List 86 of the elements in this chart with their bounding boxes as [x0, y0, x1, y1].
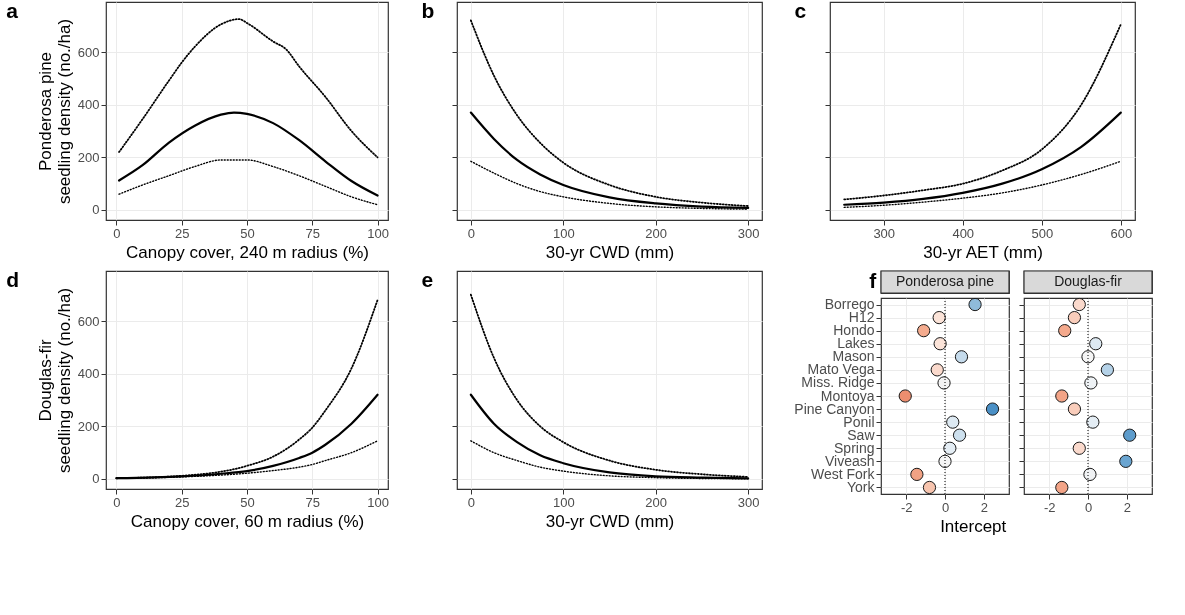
chart-title: b: [421, 0, 435, 22]
point: [954, 350, 969, 364]
x-axis-title: 30-yr CWD (mm): [545, 511, 675, 531]
y-tick-label: Borrego: [824, 296, 875, 313]
x-axis-title: Canopy cover, 60 m radius (%): [130, 511, 365, 531]
x-tick-label: 400: [952, 225, 975, 241]
point: [930, 363, 944, 377]
point: [910, 467, 924, 482]
point: [932, 310, 946, 325]
point: [952, 428, 967, 442]
x-tick-label: 50: [240, 494, 255, 510]
chart-subtitle: Ponderosa pine: [895, 273, 995, 289]
x-axis-title: Intercept: [940, 516, 1007, 536]
x-tick-label: 500: [1031, 225, 1054, 241]
x-tick-label: 0: [467, 225, 475, 241]
x-tick-label: 50: [240, 225, 255, 241]
x-tick-label: 200: [645, 494, 668, 510]
y-tick-label: 400: [77, 366, 100, 382]
x-tick-label: -2: [900, 499, 913, 515]
point: [1058, 324, 1072, 338]
chart-title: a: [6, 0, 19, 22]
point: [937, 376, 951, 390]
point: [1089, 337, 1103, 351]
y-tick-label: 400: [77, 97, 100, 113]
point: [1084, 376, 1098, 390]
point: [898, 389, 912, 403]
x-tick-label: 0: [1084, 499, 1093, 515]
x-tick-label: 600: [1110, 225, 1133, 241]
point: [1123, 428, 1137, 442]
chart-title: f: [869, 268, 878, 292]
line-series: [118, 159, 379, 206]
y-axis-title: Ponderosa pine seedling density (no./ha): [35, 18, 74, 205]
point: [968, 297, 982, 312]
x-tick-label: 25: [174, 494, 190, 510]
line-series: [117, 111, 379, 197]
point: [1100, 363, 1115, 377]
chart-subtitle: Douglas-fir: [1054, 273, 1123, 289]
x-tick-label: -2: [1043, 499, 1056, 515]
x-tick-label: 300: [873, 225, 896, 241]
line-series: [118, 18, 379, 159]
point: [1081, 350, 1095, 364]
chart-title: c: [794, 0, 807, 22]
point: [1067, 402, 1082, 416]
x-tick-label: 2: [1123, 499, 1131, 515]
point: [1067, 310, 1082, 325]
x-axis-title: 30-yr CWD (mm): [545, 242, 675, 262]
point: [943, 441, 957, 455]
x-tick-label: 0: [467, 494, 475, 510]
x-tick-label: 100: [552, 494, 575, 510]
point: [1086, 415, 1100, 429]
point: [1055, 389, 1069, 403]
point: [1083, 467, 1097, 482]
x-axis-title: Canopy cover, 240 m radius (%): [126, 242, 369, 262]
point: [922, 480, 937, 495]
y-tick-label: 0: [92, 202, 100, 218]
point: [985, 402, 1000, 416]
x-tick-label: 0: [941, 499, 950, 515]
x-tick-label: 300: [737, 494, 760, 510]
x-tick-label: 75: [305, 494, 321, 510]
x-tick-label: 2: [980, 499, 988, 515]
x-tick-label: 300: [737, 225, 760, 241]
y-tick-label: 0: [92, 471, 100, 487]
x-tick-label: 25: [174, 225, 190, 241]
point: [917, 324, 931, 338]
y-tick-label: Saw: [847, 426, 876, 443]
point: [1072, 441, 1086, 455]
y-tick-label: 600: [77, 44, 100, 60]
y-tick-label: 200: [77, 418, 100, 434]
point: [1119, 454, 1133, 468]
point: [1072, 297, 1086, 312]
y-tick-label: 200: [77, 149, 100, 165]
x-tick-label: 200: [645, 225, 668, 241]
y-axis-title: Douglas-fir seedling density (no./ha): [35, 287, 74, 474]
chart-title: d: [6, 268, 20, 291]
x-tick-label: 75: [305, 225, 321, 241]
x-tick-label: 0: [113, 494, 121, 510]
chart-title: e: [421, 268, 434, 291]
x-tick-label: 100: [367, 225, 389, 241]
y-tick-label: 600: [77, 313, 100, 329]
point: [933, 337, 947, 351]
x-axis-title: 30-yr AET (mm): [923, 242, 1043, 262]
point: [946, 415, 960, 429]
point: [1055, 480, 1069, 495]
x-tick-label: 0: [113, 225, 121, 241]
x-tick-label: 100: [367, 494, 389, 510]
x-tick-label: 100: [552, 225, 575, 241]
